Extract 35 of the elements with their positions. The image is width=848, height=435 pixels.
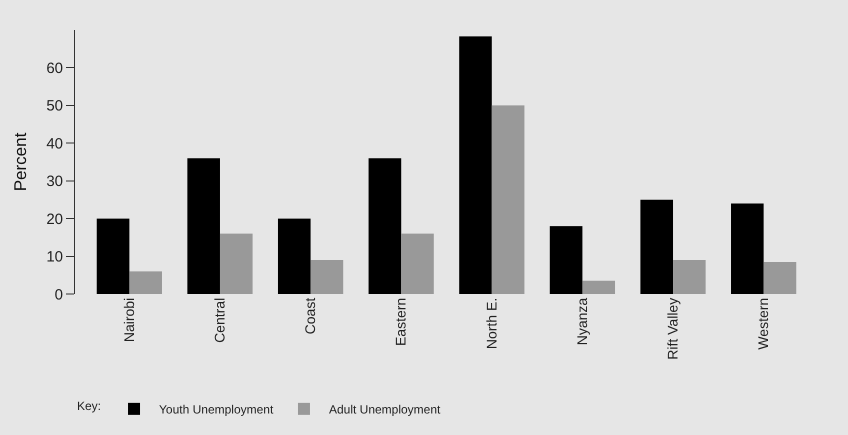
bar <box>129 271 162 294</box>
y-tick-label: 0 <box>54 286 63 304</box>
bar <box>401 234 434 294</box>
bar <box>278 218 311 294</box>
legend-title: Key: <box>77 398 102 413</box>
bar <box>731 203 764 294</box>
y-tick-label: 50 <box>46 98 63 115</box>
y-tick-label: 20 <box>46 210 63 228</box>
x-tick-label: Eastern <box>392 298 409 346</box>
bar <box>582 280 616 294</box>
bar <box>310 260 344 294</box>
bar <box>187 158 220 294</box>
y-tick-label: 60 <box>46 60 63 77</box>
y-axis-title: Percent <box>10 132 30 192</box>
x-tick-label: Western <box>755 298 772 350</box>
bar <box>492 105 524 294</box>
x-tick-label: Central <box>212 298 228 343</box>
bar <box>96 218 130 294</box>
legend-label: Youth Unemployment <box>159 402 274 416</box>
x-tick-label: Rift Valley <box>664 298 681 360</box>
bar <box>640 200 674 294</box>
legend-label: Adult Unemployment <box>328 402 442 416</box>
y-tick-label: 10 <box>46 248 63 266</box>
bar <box>764 262 796 294</box>
bar <box>550 226 582 294</box>
x-tick-label: Nyanza <box>574 298 590 346</box>
bar <box>220 234 253 294</box>
x-tick-label: North E. <box>483 298 500 350</box>
x-tick-label: Nairobi <box>120 298 137 342</box>
x-tick-label: Coast <box>302 298 318 334</box>
bar <box>673 260 706 294</box>
bar <box>459 36 492 294</box>
y-tick-label: 30 <box>46 173 63 190</box>
bar <box>368 158 402 294</box>
y-tick-label: 40 <box>46 135 63 152</box>
